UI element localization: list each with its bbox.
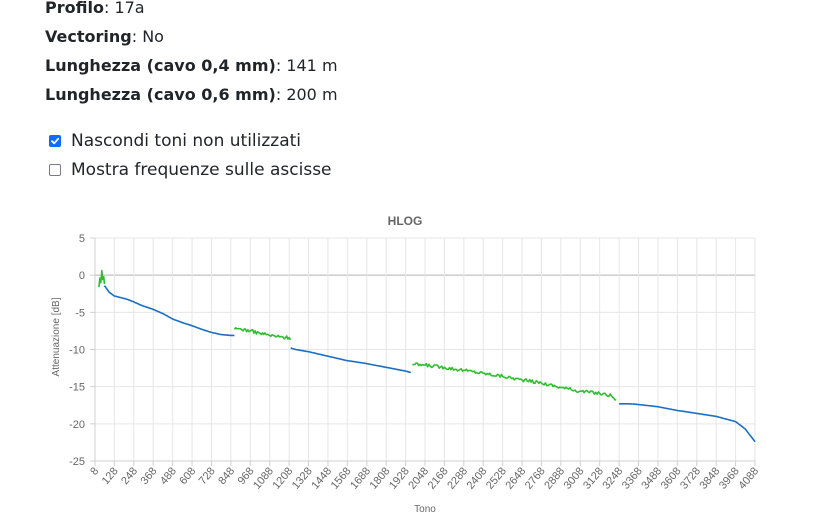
x-tick-label: 128	[100, 465, 121, 487]
profile-value: 17a	[114, 0, 145, 17]
x-tick-label: 4088	[736, 465, 761, 491]
length-06-label: Lunghezza (cavo 0,6 mm)	[45, 85, 276, 104]
x-tick-label: 8	[88, 465, 101, 477]
x-tick-label: 3368	[620, 465, 645, 491]
profile-label: Profilo	[45, 0, 104, 17]
chart-grid	[94, 237, 756, 462]
y-axis-title: Attenuazione [dB]	[51, 297, 62, 376]
y-tick-label: -25	[69, 456, 85, 468]
vectoring-row: Vectoring: No	[45, 27, 164, 46]
x-tick-label: 2168	[426, 465, 451, 491]
hide-unused-tones-option[interactable]: Nascondi toni non utilizzati	[49, 130, 301, 152]
x-tick-label: 1208	[270, 465, 295, 491]
downstream-series-line	[290, 347, 411, 374]
length-04-label: Lunghezza (cavo 0,4 mm)	[45, 56, 276, 75]
downstream-series-line	[103, 285, 235, 337]
x-tick-label: 608	[177, 465, 198, 487]
upstream-series-line	[412, 362, 617, 401]
x-tick-label: 2408	[465, 465, 490, 491]
x-tick-label: 2888	[542, 465, 567, 491]
y-tick-label: -10	[69, 345, 85, 357]
hlog-chart: HLOG 5 0 -5 -10 -15 -20 -25 812824836848860872…	[51, 214, 761, 515]
downstream-series-line	[619, 403, 756, 443]
x-tick-label: 3128	[581, 465, 606, 491]
x-tick-label: 1088	[251, 465, 276, 491]
x-tick-label: 3968	[717, 465, 742, 491]
x-tick-label: 3608	[659, 465, 684, 491]
y-tick-label: 0	[79, 270, 85, 282]
x-tick-label: 248	[119, 465, 140, 487]
x-tick-label: 2648	[503, 465, 528, 491]
chart-title: HLOG	[388, 214, 423, 228]
x-tick-label: 1568	[329, 465, 354, 491]
y-tick-label: -5	[75, 307, 85, 319]
upstream-series-line	[233, 327, 292, 340]
show-frequencies-checkbox[interactable]	[49, 164, 61, 176]
x-tick-label: 1688	[348, 465, 373, 491]
x-tick-label: 1808	[368, 465, 393, 491]
upstream-series-line	[98, 269, 106, 288]
y-tick-label: 5	[79, 233, 85, 245]
x-tick-label: 3728	[678, 465, 703, 491]
checkmark-icon	[51, 137, 60, 145]
x-tick-label: 728	[197, 465, 218, 487]
hide-unused-tones-checkbox[interactable]	[49, 135, 61, 147]
x-tick-label: 2768	[523, 465, 548, 491]
x-axis-title: Tono	[414, 504, 436, 515]
length-06-value: 200 m	[286, 85, 338, 104]
hide-unused-tones-label: Nascondi toni non utilizzati	[71, 131, 302, 151]
show-frequencies-label: Mostra frequenze sulle ascisse	[71, 160, 332, 180]
x-tick-label: 3848	[698, 465, 723, 491]
x-tick-label: 3488	[639, 465, 664, 491]
x-tick-label: 3248	[600, 465, 625, 491]
length-06-row: Lunghezza (cavo 0,6 mm): 200 m	[45, 85, 338, 104]
y-axis-ticks: 5 0 -5 -10 -15 -20 -25	[69, 233, 95, 468]
x-tick-label: 2048	[406, 465, 431, 491]
x-tick-label: 1928	[387, 465, 412, 491]
chart-series	[98, 269, 756, 443]
x-tick-label: 848	[216, 465, 237, 487]
show-frequencies-option[interactable]: Mostra frequenze sulle ascisse	[49, 159, 332, 181]
x-tick-label: 2528	[484, 465, 509, 491]
profile-row: Profilo: 17a	[45, 0, 145, 17]
y-tick-label: -20	[69, 419, 85, 431]
x-tick-label: 3008	[562, 465, 587, 491]
x-tick-label: 488	[158, 465, 179, 487]
vectoring-value: No	[142, 27, 164, 46]
x-axis-ticks: 8128248368488608728848968108812081328144…	[88, 461, 761, 492]
length-04-value: 141 m	[286, 56, 338, 75]
x-tick-label: 1448	[309, 465, 334, 491]
length-04-row: Lunghezza (cavo 0,4 mm): 141 m	[45, 56, 338, 75]
vectoring-label: Vectoring	[45, 27, 132, 46]
x-tick-label: 2288	[445, 465, 470, 491]
y-tick-label: -15	[69, 382, 85, 394]
x-tick-label: 368	[139, 465, 160, 487]
x-tick-label: 1328	[290, 465, 315, 491]
